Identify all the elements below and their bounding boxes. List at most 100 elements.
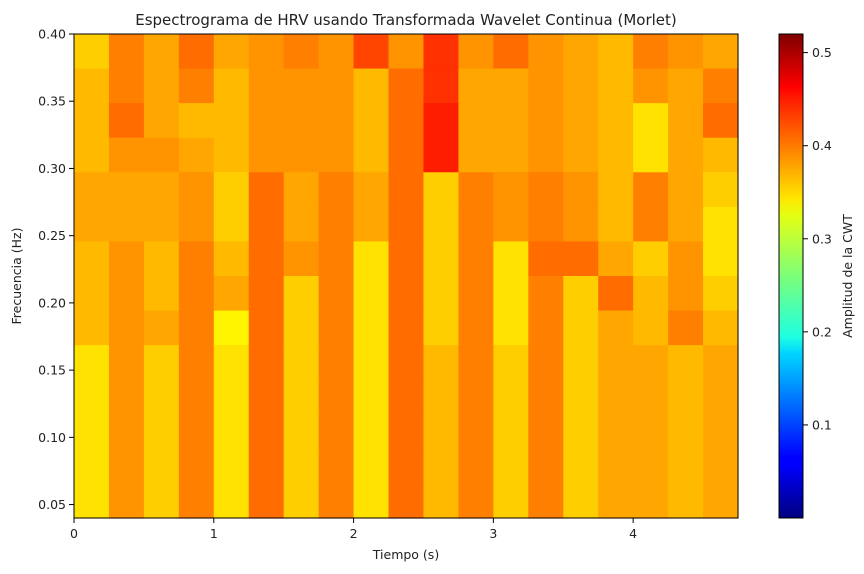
heatmap-cell <box>493 448 529 485</box>
heatmap-cell <box>388 310 425 346</box>
heatmap-cell <box>633 483 669 519</box>
heatmap-cell <box>318 68 355 104</box>
heatmap-cell <box>318 206 355 243</box>
heatmap-cell <box>353 345 390 381</box>
heatmap-cell <box>598 172 634 208</box>
heatmap-cell <box>528 172 564 208</box>
heatmap-cell <box>318 276 355 312</box>
heatmap-cell <box>563 68 599 104</box>
heatmap-cell <box>108 206 145 243</box>
heatmap-cell <box>318 345 355 381</box>
heatmap-cell <box>353 414 390 450</box>
heatmap-cell <box>423 414 460 450</box>
heatmap-cell <box>528 34 564 70</box>
colorbar-tick-label: 0.4 <box>812 138 832 153</box>
heatmap-cell <box>213 483 250 519</box>
x-tick-label: 0 <box>70 526 78 541</box>
heatmap-cell <box>563 276 599 312</box>
heatmap-cell <box>598 310 634 346</box>
x-axis-label: Tiempo (s) <box>372 547 439 562</box>
colorbar-tick-label: 0.3 <box>812 231 832 246</box>
heatmap-cell <box>248 137 285 173</box>
heatmap-cell <box>423 345 460 381</box>
heatmap-cell <box>143 172 180 208</box>
heatmap-cell <box>74 172 110 208</box>
heatmap-cell <box>528 310 564 346</box>
heatmap-cell <box>598 241 634 277</box>
heatmap-cell <box>74 206 110 243</box>
y-axis-label: Frecuencia (Hz) <box>9 228 24 325</box>
heatmap-cell <box>563 34 599 70</box>
heatmap-cell <box>108 379 145 415</box>
heatmap-cell <box>423 103 460 139</box>
heatmap-cell <box>178 172 215 208</box>
heatmap-cell <box>563 206 599 243</box>
y-tick-label: 0.40 <box>38 27 66 42</box>
heatmap-cell <box>178 68 215 104</box>
heatmap-cell <box>423 276 460 312</box>
heatmap-cell <box>353 103 390 139</box>
heatmap-cell <box>283 379 320 415</box>
heatmap-cell <box>563 414 599 450</box>
heatmap-cell <box>598 379 634 415</box>
heatmap-cell <box>318 137 355 173</box>
heatmap-cell <box>74 310 110 346</box>
colorbar-tick-label: 0.1 <box>812 417 832 432</box>
heatmap-cell <box>703 34 739 70</box>
heatmap-cell <box>248 483 285 519</box>
heatmap-cell <box>528 137 564 173</box>
heatmap-cell <box>388 241 425 277</box>
heatmap-cell <box>318 34 355 70</box>
heatmap-cell <box>143 206 180 243</box>
heatmap-cell <box>178 379 215 415</box>
heatmap-cell <box>458 276 494 312</box>
heatmap-cell <box>598 448 634 485</box>
heatmap-cell <box>388 137 425 173</box>
heatmap-cell <box>563 483 599 519</box>
y-tick-label: 0.35 <box>38 94 66 109</box>
heatmap-cell <box>598 206 634 243</box>
heatmap-cell <box>248 172 285 208</box>
heatmap-cell <box>598 276 634 312</box>
heatmap-cell <box>213 172 250 208</box>
heatmap-cell <box>598 103 634 139</box>
heatmap-cell <box>213 68 250 104</box>
heatmap-cell <box>598 414 634 450</box>
heatmap-cell <box>108 414 145 450</box>
heatmap-cell <box>563 448 599 485</box>
heatmap-cell <box>388 103 425 139</box>
colorbar-tick-label: 0.2 <box>812 324 832 339</box>
heatmap-cell <box>458 34 494 70</box>
heatmap-cell <box>74 483 110 519</box>
heatmap-cell <box>108 103 145 139</box>
heatmap-cell <box>563 103 599 139</box>
heatmap-cell <box>213 414 250 450</box>
heatmap-cell <box>703 68 739 104</box>
heatmap-cell <box>563 379 599 415</box>
heatmap-cell <box>598 68 634 104</box>
heatmap-cell <box>143 137 180 173</box>
heatmap-cell <box>668 103 704 139</box>
heatmap-cell <box>703 379 739 415</box>
heatmap-cell <box>248 241 285 277</box>
heatmap-cell <box>213 137 250 173</box>
heatmap-cell <box>703 172 739 208</box>
heatmap-cell <box>74 448 110 485</box>
heatmap-cell <box>353 310 390 346</box>
heatmap-cell <box>633 206 669 243</box>
heatmap-cell <box>108 241 145 277</box>
heatmap-cell <box>143 310 180 346</box>
heatmap-cell <box>633 137 669 173</box>
heatmap-cell <box>248 310 285 346</box>
heatmap-cell <box>178 448 215 485</box>
heatmap-cell <box>458 241 494 277</box>
heatmap-cell <box>668 206 704 243</box>
heatmap-cell <box>248 448 285 485</box>
x-tick-label: 3 <box>489 526 497 541</box>
heatmap-cell <box>668 137 704 173</box>
heatmap-cell <box>178 137 215 173</box>
heatmap-cell <box>703 206 739 243</box>
heatmap-cell <box>528 68 564 104</box>
heatmap-cell <box>703 137 739 173</box>
heatmap-cell <box>108 448 145 485</box>
